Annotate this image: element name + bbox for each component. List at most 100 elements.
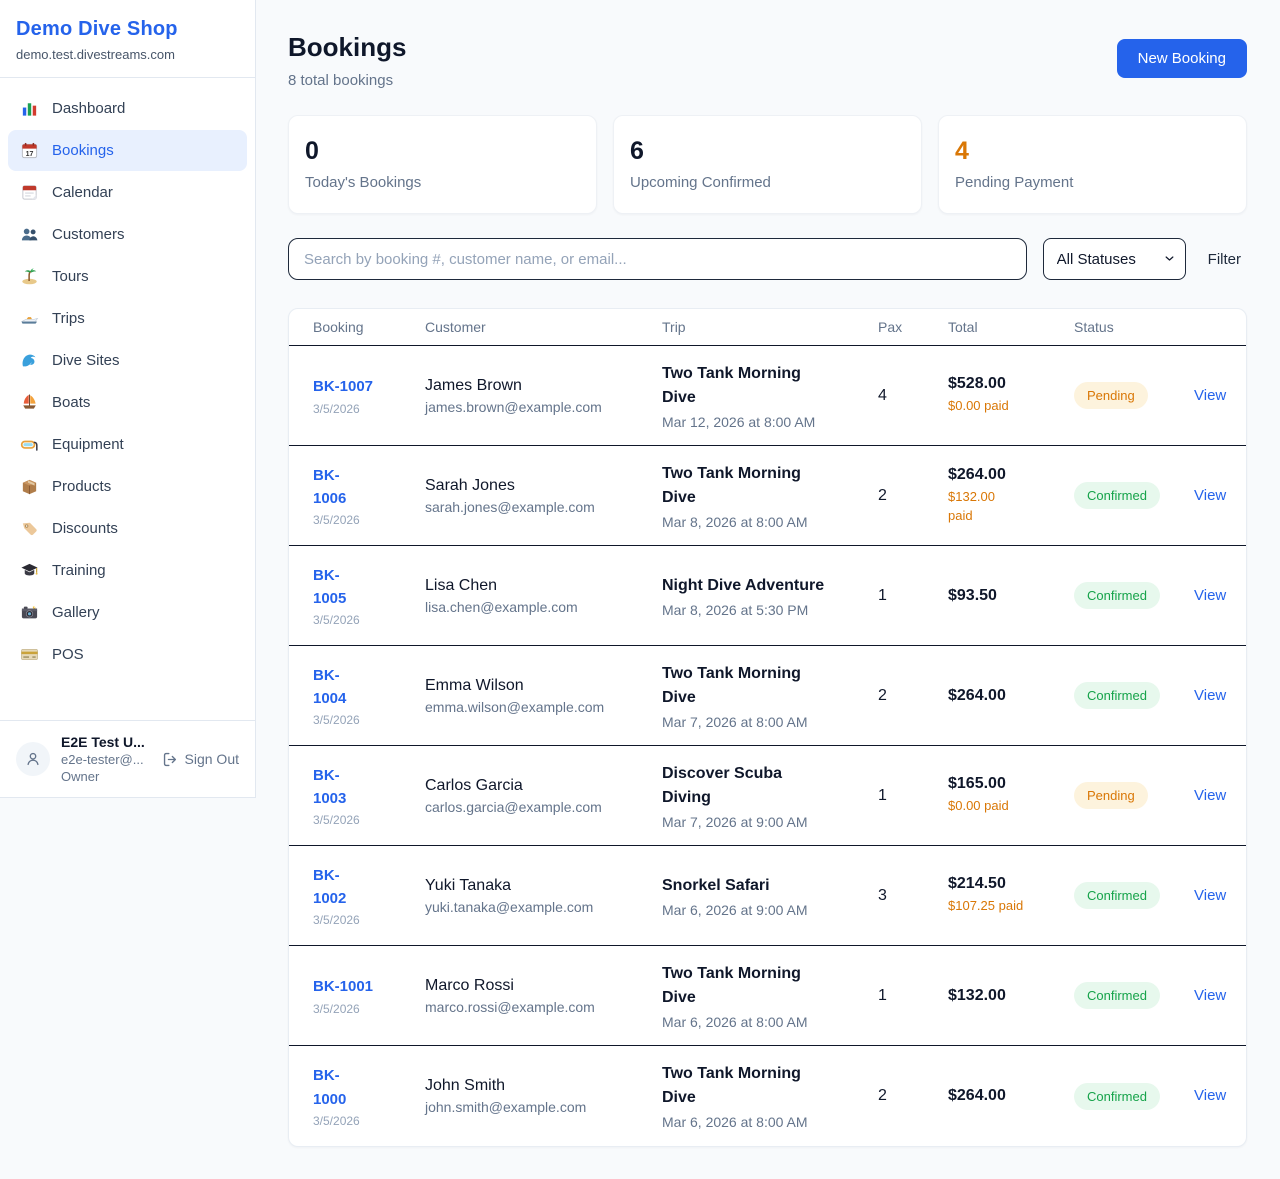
- sign-out-label: Sign Out: [184, 751, 239, 767]
- booking-id-link[interactable]: BK-1007: [313, 378, 374, 396]
- status-badge: Confirmed: [1074, 582, 1160, 609]
- customer-email: lisa.chen@example.com: [425, 598, 578, 615]
- table-row: BK-1003 3/5/2026 Carlos Garcia carlos.garci…: [289, 746, 1246, 846]
- paid-amount: $0.00 paid: [948, 798, 1009, 814]
- sidebar-item-calendar[interactable]: Calendar: [8, 172, 247, 213]
- booking-date: 3/5/2026: [313, 1001, 360, 1016]
- sidebar-item-boats[interactable]: Boats: [8, 382, 247, 423]
- filter-row: All Statuses Filter: [288, 238, 1247, 280]
- sidebar-item-label: Gallery: [52, 604, 100, 621]
- status-badge: Pending: [1074, 782, 1148, 809]
- trip-name: Night Dive Adventure: [662, 576, 825, 594]
- sidebar-item-label: Equipment: [52, 436, 124, 453]
- brand-domain: demo.test.divestreams.com: [16, 47, 175, 62]
- paid-amount: $107.25 paid: [948, 898, 1024, 914]
- sidebar-item-tours[interactable]: Tours: [8, 256, 247, 297]
- total-amount: $264.00: [948, 465, 1006, 483]
- sidebar-item-pos[interactable]: POS: [8, 634, 247, 675]
- person-icon: [24, 750, 42, 768]
- sailboat-icon: [20, 393, 39, 412]
- sidebar-item-trips[interactable]: Trips: [8, 298, 247, 339]
- user-role: Owner: [61, 769, 100, 784]
- booking-date: 3/5/2026: [313, 401, 360, 416]
- total-amount: $214.50: [948, 875, 1006, 893]
- diving-mask-icon: [20, 435, 39, 454]
- status-badge: Confirmed: [1074, 1082, 1160, 1110]
- table-body: BK-1007 3/5/2026 James Brown james.brown@ex…: [289, 346, 1246, 1146]
- logout-icon: [162, 751, 179, 768]
- stat-label: Upcoming Confirmed: [630, 174, 771, 191]
- view-link[interactable]: View: [1194, 686, 1227, 704]
- sidebar-item-customers[interactable]: Customers: [8, 214, 247, 255]
- sidebar-item-dashboard[interactable]: Dashboard: [8, 88, 247, 129]
- trip-datetime: Mar 8, 2026 at 5:30 PM: [662, 601, 809, 618]
- booking-id-link[interactable]: BK-1006: [313, 466, 347, 507]
- booking-id-link[interactable]: BK-1002: [313, 866, 347, 907]
- view-link[interactable]: View: [1194, 986, 1227, 1004]
- view-link[interactable]: View: [1194, 1087, 1227, 1104]
- sidebar-item-label: Bookings: [52, 142, 114, 159]
- table-header-row: Booking Customer Trip Pax Total Status: [289, 309, 1246, 346]
- calendar-date-icon: 17: [20, 141, 39, 160]
- sidebar-item-products[interactable]: Products: [8, 466, 247, 507]
- table-row: BK-1002 3/5/2026 Yuki Tanaka yuki.tanaka@ex…: [289, 846, 1246, 946]
- sidebar-item-dive-sites[interactable]: Dive Sites: [8, 340, 247, 381]
- user-email: e2e-tester@...: [61, 752, 144, 767]
- sidebar-item-label: Dashboard: [52, 100, 126, 117]
- page-header: Bookings 8 total bookings New Booking: [288, 32, 1247, 89]
- sidebar-item-equipment[interactable]: Equipment: [8, 424, 247, 465]
- view-link[interactable]: View: [1194, 786, 1227, 804]
- customer-name: Marco Rossi: [425, 976, 514, 994]
- pax-count: 1: [878, 786, 887, 804]
- trip-name: Two Tank Morning Dive: [662, 364, 801, 406]
- customer-email: emma.wilson@example.com: [425, 698, 605, 715]
- trip-datetime: Mar 7, 2026 at 9:00 AM: [662, 813, 808, 830]
- bookings-table: Booking Customer Trip Pax Total Status BK-100…: [288, 308, 1247, 1147]
- trip-datetime: Mar 6, 2026 at 9:00 AM: [662, 901, 808, 918]
- view-link[interactable]: View: [1194, 386, 1227, 404]
- filter-button[interactable]: Filter: [1202, 251, 1247, 268]
- sidebar-item-gallery[interactable]: Gallery: [8, 592, 247, 633]
- booking-id-link[interactable]: BK-1003: [313, 766, 347, 807]
- new-booking-button[interactable]: New Booking: [1116, 39, 1247, 78]
- total-amount: $264.00: [948, 1087, 1006, 1104]
- brand-name: Demo Dive Shop: [16, 18, 178, 40]
- package-icon: [20, 477, 39, 496]
- total-amount: $93.50: [948, 586, 997, 604]
- sidebar-item-label: Training: [52, 562, 106, 579]
- graduation-cap-icon: [20, 561, 39, 580]
- total-amount: $528.00: [948, 375, 1006, 393]
- booking-id-link[interactable]: BK-1004: [313, 666, 347, 707]
- view-link[interactable]: View: [1194, 486, 1227, 504]
- sign-out-button[interactable]: Sign Out: [162, 751, 239, 768]
- svg-text:17: 17: [26, 151, 34, 158]
- trip-name: Two Tank Morning Dive: [662, 664, 801, 706]
- customer-name: Carlos Garcia: [425, 776, 523, 794]
- column-header-customer: Customer: [425, 319, 486, 335]
- user-meta: E2E Test U... e2e-tester@... Owner: [61, 734, 151, 784]
- sidebar-item-label: Boats: [52, 394, 91, 411]
- pax-count: 2: [878, 686, 887, 704]
- stat-card-pending-payment: 4 Pending Payment: [938, 115, 1247, 214]
- status-badge: Confirmed: [1074, 882, 1160, 909]
- sidebar-item-discounts[interactable]: Discounts: [8, 508, 247, 549]
- status-badge: Confirmed: [1074, 982, 1160, 1009]
- status-select[interactable]: All Statuses: [1042, 238, 1186, 280]
- booking-date: 3/5/2026: [313, 713, 360, 728]
- booking-id-link[interactable]: BK-1000: [313, 1067, 347, 1108]
- stat-label: Today's Bookings: [305, 174, 422, 191]
- view-link[interactable]: View: [1194, 586, 1227, 604]
- sidebar-item-bookings[interactable]: 17 Bookings: [8, 130, 247, 171]
- column-header-booking: Booking: [313, 319, 364, 335]
- page-title-block: Bookings 8 total bookings: [288, 32, 406, 89]
- view-link[interactable]: View: [1194, 886, 1227, 904]
- trip-name: Two Tank Morning Dive: [662, 464, 801, 506]
- total-amount: $132.00: [948, 986, 1006, 1004]
- booking-id-link[interactable]: BK-1005: [313, 566, 347, 607]
- sidebar-item-training[interactable]: Training: [8, 550, 247, 591]
- booking-id-link[interactable]: BK-1001: [313, 978, 374, 996]
- sidebar-item-label: Tours: [52, 268, 89, 285]
- customer-name: James Brown: [425, 376, 522, 394]
- pax-count: 2: [878, 486, 887, 504]
- search-input[interactable]: [288, 238, 1027, 280]
